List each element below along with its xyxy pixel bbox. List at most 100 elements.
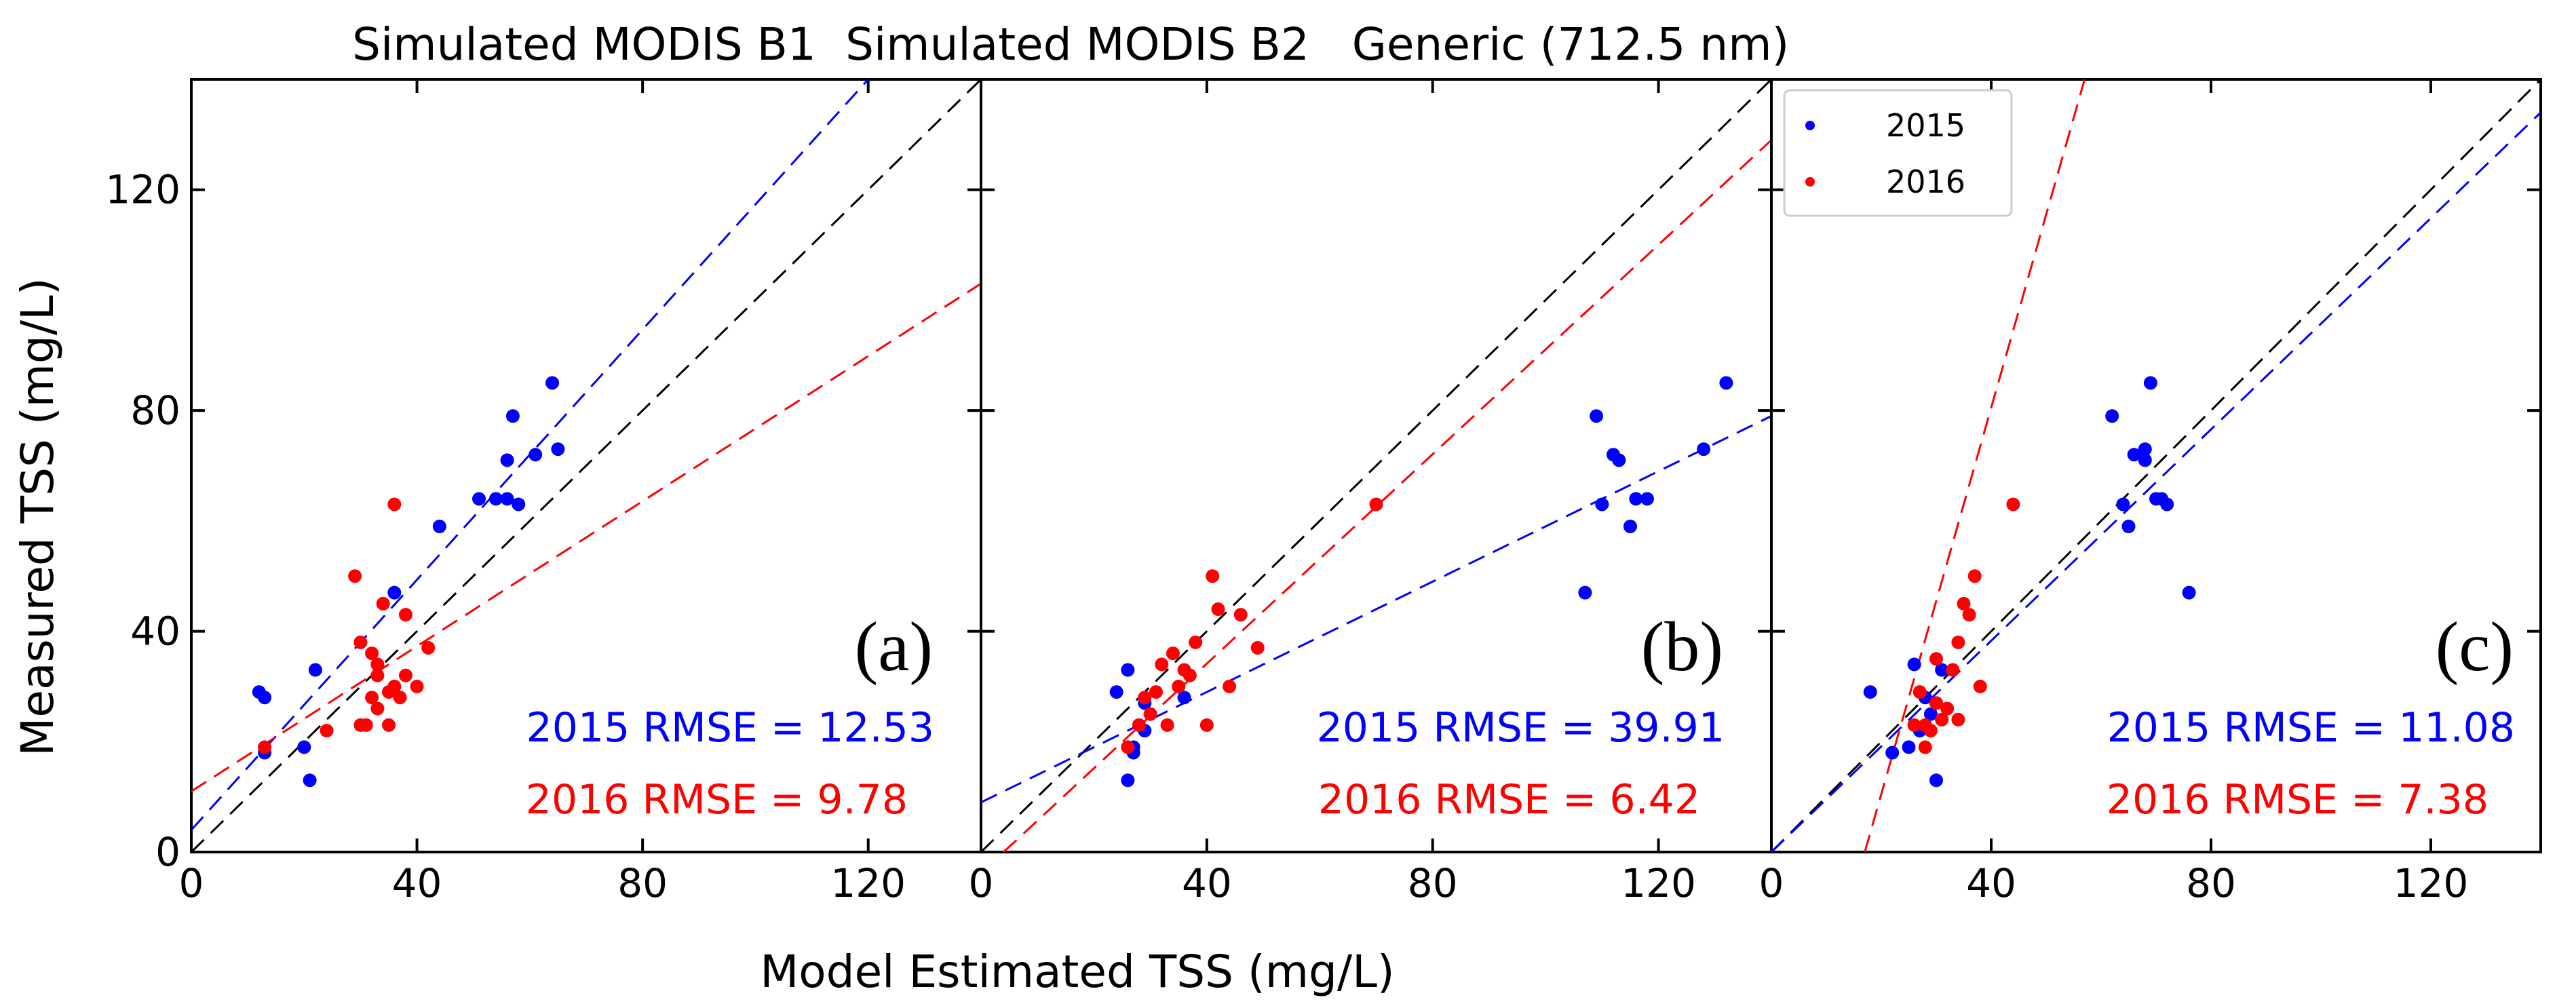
panel-c-rmse-2015: 2015 RMSE = 11.08 bbox=[2107, 704, 2515, 752]
panel-a-ytick-label: 0 bbox=[155, 829, 180, 875]
legend-marker-2016 bbox=[1805, 177, 1815, 187]
panel-a-point-2015 bbox=[528, 448, 543, 462]
panel-c: 0 40 80 120 (c) 2015 RMSE = 11.08 2016 RMSE… bbox=[1759, 78, 2542, 906]
panel-c-point-2016 bbox=[1962, 608, 1976, 622]
legend-marker-2015 bbox=[1805, 121, 1815, 130]
panel-c-point-2015 bbox=[1863, 685, 1877, 699]
panel-c-point-2016 bbox=[1973, 679, 1987, 693]
panel-c-letter: (c) bbox=[2436, 608, 2514, 686]
panel-a-point-2015 bbox=[551, 442, 565, 457]
x-axis-label: Model Estimated TSS (mg/L) bbox=[760, 946, 1394, 998]
panel-c-xtick-label: 0 bbox=[1759, 860, 1784, 906]
panel-b-point-2015 bbox=[1629, 492, 1643, 506]
panel-b-title: Simulated MODIS B2 bbox=[845, 18, 1309, 71]
panel-a-point-2015 bbox=[297, 740, 311, 754]
panel-b-point-2015 bbox=[1612, 453, 1626, 467]
panel-a-xtick-label: 40 bbox=[392, 860, 442, 906]
panel-c-point-2015 bbox=[2143, 376, 2157, 390]
panel-b-xtick-label: 80 bbox=[1408, 860, 1458, 906]
legend-label-2015: 2015 bbox=[1886, 107, 1965, 144]
panel-a-rmse-2016: 2016 RMSE = 9.78 bbox=[526, 776, 908, 824]
panel-c-point-2015 bbox=[1907, 657, 1921, 672]
panel-c-point-2016 bbox=[1957, 596, 1971, 611]
panel-a-one-to-one-line bbox=[191, 79, 981, 852]
panel-b-point-2015 bbox=[1121, 773, 1135, 788]
panel-a-point-2016 bbox=[393, 691, 407, 705]
panel-b-point-2016 bbox=[1223, 679, 1237, 693]
panel-c-point-2016 bbox=[1951, 712, 1965, 727]
panel-c-title: Generic (712.5 nm) bbox=[1352, 18, 1789, 71]
panel-a-point-2016 bbox=[258, 740, 272, 754]
panel-b-fit-line-2015 bbox=[981, 414, 1771, 804]
panel-c-xtick-label: 120 bbox=[2394, 860, 2469, 906]
panel-c-point-2016 bbox=[1929, 696, 1943, 710]
panel-b-point-2016 bbox=[1172, 679, 1186, 693]
panel-c-point-2015 bbox=[2116, 497, 2130, 511]
panel-a-xtick-label: 80 bbox=[617, 860, 668, 906]
panel-a-point-2016 bbox=[365, 691, 379, 705]
panel-b-point-2016 bbox=[1149, 685, 1163, 699]
panel-a-point-2016 bbox=[320, 724, 334, 738]
panel-a-point-2015 bbox=[545, 376, 560, 390]
legend-box bbox=[1783, 89, 2013, 217]
panel-a-title: Simulated MODIS B1 bbox=[352, 18, 816, 71]
panel-a-point-2016 bbox=[421, 640, 436, 655]
panel-b-point-2016 bbox=[1143, 707, 1157, 721]
panel-a-point-2016 bbox=[370, 657, 385, 672]
panel-a-point-2016 bbox=[398, 608, 412, 622]
panel-a-point-2016 bbox=[382, 718, 396, 732]
panel-b-point-2016 bbox=[1138, 691, 1152, 705]
panel-c-point-2015 bbox=[2105, 409, 2119, 423]
panel-a-point-2015 bbox=[387, 585, 402, 600]
panel-a-point-2015 bbox=[432, 519, 446, 533]
panel-b-point-2016 bbox=[1189, 635, 1203, 649]
panel-a-fit-line-2016 bbox=[191, 282, 981, 792]
panel-c-point-2015 bbox=[2138, 453, 2152, 467]
panel-a-point-2016 bbox=[387, 679, 402, 693]
panel-a-rmse-2015: 2015 RMSE = 12.53 bbox=[526, 704, 934, 752]
panel-b-point-2015 bbox=[1177, 691, 1191, 705]
panel-c-point-2015 bbox=[2127, 448, 2141, 462]
panel-c-point-2016 bbox=[1923, 724, 1938, 738]
panel-c-plot-area: 0 40 80 120 bbox=[1759, 78, 2542, 906]
panel-c-xtick-label: 80 bbox=[2186, 860, 2236, 906]
legend-label-2016: 2016 bbox=[1886, 163, 1965, 200]
panel-c-point-2016 bbox=[1935, 712, 1949, 727]
panel-a-point-2016 bbox=[370, 701, 385, 716]
panel-b-point-2016 bbox=[1206, 569, 1220, 583]
panel-b-point-2015 bbox=[1590, 409, 1604, 423]
panel-a-point-2016 bbox=[376, 596, 390, 611]
panel-b-plot-area: 0 40 80 120 bbox=[969, 78, 1773, 906]
panel-a-point-2016 bbox=[348, 569, 362, 583]
panel-a-point-2015 bbox=[308, 663, 322, 677]
panel-a-point-2016 bbox=[387, 497, 402, 511]
panel-a-point-2015 bbox=[258, 691, 272, 705]
panel-b-point-2016 bbox=[1199, 718, 1214, 732]
panel-c-point-2016 bbox=[1951, 635, 1965, 649]
panel-a: 0 40 80 120 0 40 80 120 (a) 2015 RMSE = 12.53 2… bbox=[105, 78, 982, 906]
panel-b-point-2015 bbox=[1719, 376, 1733, 390]
panel-a-point-2015 bbox=[512, 497, 526, 511]
panel-c-point-2016 bbox=[1967, 569, 1982, 583]
panel-b-point-2016 bbox=[1211, 602, 1225, 617]
panel-b-point-2016 bbox=[1183, 668, 1197, 682]
panel-c-frame bbox=[1770, 78, 2542, 853]
panel-b-xtick-label: 0 bbox=[969, 860, 994, 906]
panel-c-xtick-label: 40 bbox=[1966, 860, 2016, 906]
panel-b-one-to-one-line bbox=[981, 79, 1771, 852]
panel-b-point-2015 bbox=[1697, 442, 1711, 457]
panel-a-point-2016 bbox=[410, 679, 424, 693]
panel-b-point-2015 bbox=[1578, 585, 1592, 600]
panel-b-point-2015 bbox=[1121, 663, 1135, 677]
panel-c-point-2016 bbox=[1912, 685, 1927, 699]
panel-c-point-2016 bbox=[2006, 497, 2020, 511]
panel-b-fit-line-2016 bbox=[1003, 139, 1771, 852]
panel-b-point-2015 bbox=[1109, 685, 1123, 699]
panel-a-point-2015 bbox=[488, 492, 503, 506]
panel-b-rmse-2015: 2015 RMSE = 39.91 bbox=[1317, 704, 1725, 752]
panel-b-point-2016 bbox=[1233, 608, 1248, 622]
panel-b-point-2016 bbox=[1250, 640, 1265, 655]
panel-b-rmse-2016: 2016 RMSE = 6.42 bbox=[1318, 776, 1700, 824]
panel-b-point-2015 bbox=[1595, 497, 1609, 511]
